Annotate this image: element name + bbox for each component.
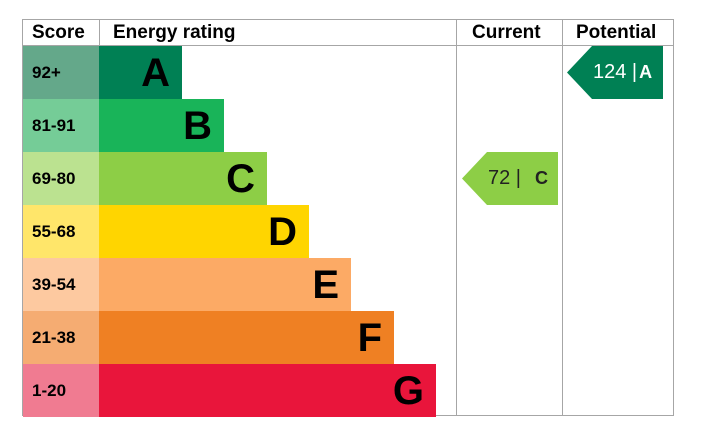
rating-letter-a: A bbox=[141, 51, 170, 95]
header-divider bbox=[22, 45, 674, 46]
rating-letter-g: G bbox=[392, 369, 424, 413]
score-range-a: 92+ bbox=[23, 46, 99, 99]
rating-letter-d: D bbox=[268, 210, 297, 254]
rating-bar-a: A bbox=[99, 46, 182, 99]
score-range-d: 55-68 bbox=[23, 205, 99, 258]
potential-header: Potential bbox=[576, 22, 657, 43]
score-range-c: 69-80 bbox=[23, 152, 99, 205]
current-rating-letter: C bbox=[535, 168, 548, 188]
potential-rating-value: 124 | bbox=[593, 61, 638, 83]
score-range-b: 81-91 bbox=[23, 99, 99, 152]
potential-rating-letter: A bbox=[639, 62, 653, 82]
rating-bar-e: E bbox=[99, 258, 351, 311]
rating-bar-d: D bbox=[99, 205, 309, 258]
current-header: Current bbox=[472, 22, 541, 43]
column-divider-rating bbox=[456, 19, 457, 416]
score-range-g: 1-20 bbox=[23, 364, 99, 417]
rating-letter-c: C bbox=[226, 157, 255, 201]
energy-rating-header: Energy rating bbox=[113, 22, 236, 43]
rating-letter-e: E bbox=[312, 263, 339, 307]
rating-letter-f: F bbox=[357, 316, 382, 360]
rating-bar-c: C bbox=[99, 152, 267, 205]
column-divider-current bbox=[562, 19, 563, 416]
rating-bar-b: B bbox=[99, 99, 224, 152]
score-range-e: 39-54 bbox=[23, 258, 99, 311]
rating-bar-f: F bbox=[99, 311, 394, 364]
rating-letter-b: B bbox=[183, 104, 212, 148]
score-header: Score bbox=[32, 22, 85, 43]
score-range-f: 21-38 bbox=[23, 311, 99, 364]
current-rating-value: 72 | bbox=[488, 167, 521, 189]
rating-bar-g: G bbox=[99, 364, 436, 417]
